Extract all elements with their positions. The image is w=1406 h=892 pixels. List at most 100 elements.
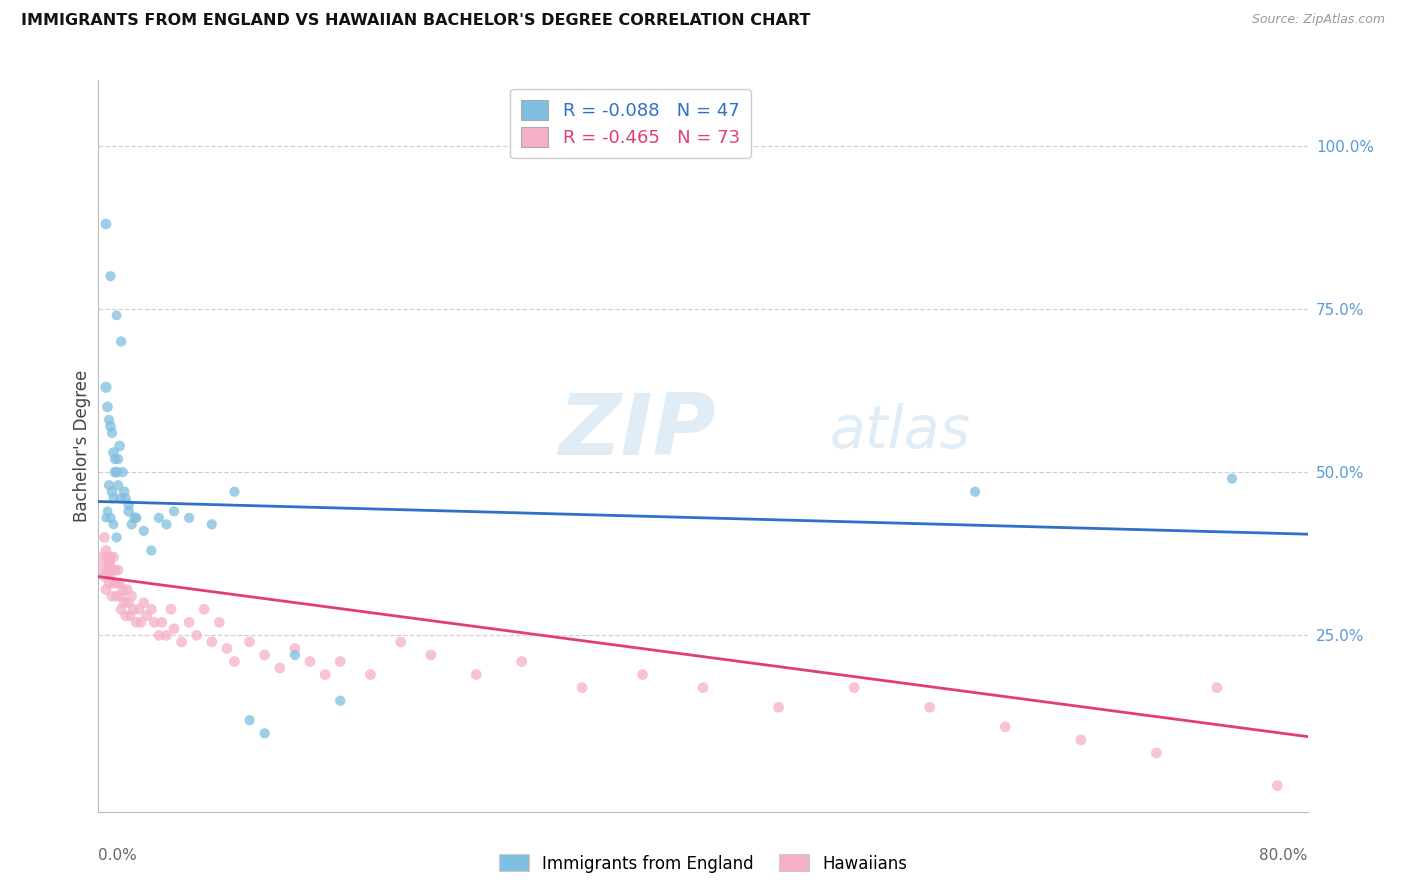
Text: atlas: atlas xyxy=(830,403,972,460)
Point xyxy=(100,419,122,434)
Point xyxy=(101,425,124,440)
Point xyxy=(114,608,136,623)
Point xyxy=(100,269,122,284)
Point xyxy=(96,549,118,564)
Point xyxy=(94,217,117,231)
Point xyxy=(96,563,118,577)
Point xyxy=(768,700,790,714)
Point xyxy=(135,608,157,623)
Point xyxy=(100,569,122,583)
Point xyxy=(105,576,128,591)
Point xyxy=(155,628,177,642)
Point xyxy=(124,511,146,525)
Point xyxy=(1144,746,1167,760)
Point xyxy=(239,714,262,728)
Point xyxy=(98,557,121,571)
Point xyxy=(224,655,246,669)
Point xyxy=(112,484,135,499)
Point xyxy=(105,309,128,323)
Point xyxy=(150,615,173,630)
Point xyxy=(193,602,215,616)
Text: 80.0%: 80.0% xyxy=(1260,847,1308,863)
Point xyxy=(121,589,143,603)
Point xyxy=(98,478,121,492)
Point xyxy=(201,635,224,649)
Point xyxy=(128,602,150,616)
Point xyxy=(253,648,276,662)
Text: ZIP: ZIP xyxy=(558,390,716,473)
Point xyxy=(91,557,114,571)
Point xyxy=(110,491,132,506)
Point xyxy=(101,563,124,577)
Point xyxy=(120,608,142,623)
Point xyxy=(121,517,143,532)
Point xyxy=(692,681,714,695)
Point xyxy=(111,465,134,479)
Point xyxy=(100,511,122,525)
Point xyxy=(122,602,145,616)
Point xyxy=(103,445,125,459)
Point xyxy=(994,720,1017,734)
Point xyxy=(104,452,127,467)
Point xyxy=(1206,681,1229,695)
Point xyxy=(329,655,352,669)
Point xyxy=(284,641,307,656)
Point xyxy=(163,504,186,518)
Point xyxy=(94,582,117,597)
Point xyxy=(94,511,117,525)
Point xyxy=(110,602,132,616)
Point xyxy=(571,681,593,695)
Point xyxy=(125,511,148,525)
Point xyxy=(465,667,488,681)
Point xyxy=(1267,779,1289,793)
Point xyxy=(104,465,127,479)
Point xyxy=(208,615,231,630)
Point xyxy=(284,648,307,662)
Point xyxy=(1220,472,1243,486)
Point xyxy=(105,589,128,603)
Point xyxy=(114,491,136,506)
Point xyxy=(96,504,118,518)
Point xyxy=(118,596,141,610)
Y-axis label: Bachelor's Degree: Bachelor's Degree xyxy=(73,370,91,522)
Point xyxy=(93,530,115,544)
Point xyxy=(160,602,183,616)
Point xyxy=(105,530,128,544)
Point xyxy=(239,635,262,649)
Point xyxy=(105,465,128,479)
Point xyxy=(132,596,155,610)
Point xyxy=(155,517,177,532)
Point xyxy=(918,700,941,714)
Point xyxy=(631,667,654,681)
Point xyxy=(314,667,336,681)
Point xyxy=(224,484,246,499)
Point xyxy=(98,413,121,427)
Point xyxy=(98,576,121,591)
Point xyxy=(103,517,125,532)
Point xyxy=(107,563,129,577)
Text: Source: ZipAtlas.com: Source: ZipAtlas.com xyxy=(1251,13,1385,27)
Point xyxy=(96,400,118,414)
Point xyxy=(389,635,412,649)
Point xyxy=(94,543,117,558)
Text: IMMIGRANTS FROM ENGLAND VS HAWAIIAN BACHELOR'S DEGREE CORRELATION CHART: IMMIGRANTS FROM ENGLAND VS HAWAIIAN BACH… xyxy=(21,13,810,29)
Point xyxy=(93,569,115,583)
Point xyxy=(111,582,134,597)
Legend: Immigrants from England, Hawaiians: Immigrants from England, Hawaiians xyxy=(492,847,914,880)
Point xyxy=(112,596,135,610)
Point xyxy=(215,641,238,656)
Point xyxy=(103,576,125,591)
Point xyxy=(132,524,155,538)
Point xyxy=(269,661,291,675)
Point xyxy=(844,681,866,695)
Point xyxy=(510,655,533,669)
Point xyxy=(360,667,382,681)
Point xyxy=(101,484,124,499)
Point xyxy=(101,589,124,603)
Point xyxy=(108,439,131,453)
Point xyxy=(186,628,208,642)
Point xyxy=(100,549,122,564)
Point xyxy=(141,602,163,616)
Text: 0.0%: 0.0% xyxy=(98,847,138,863)
Point xyxy=(148,511,170,525)
